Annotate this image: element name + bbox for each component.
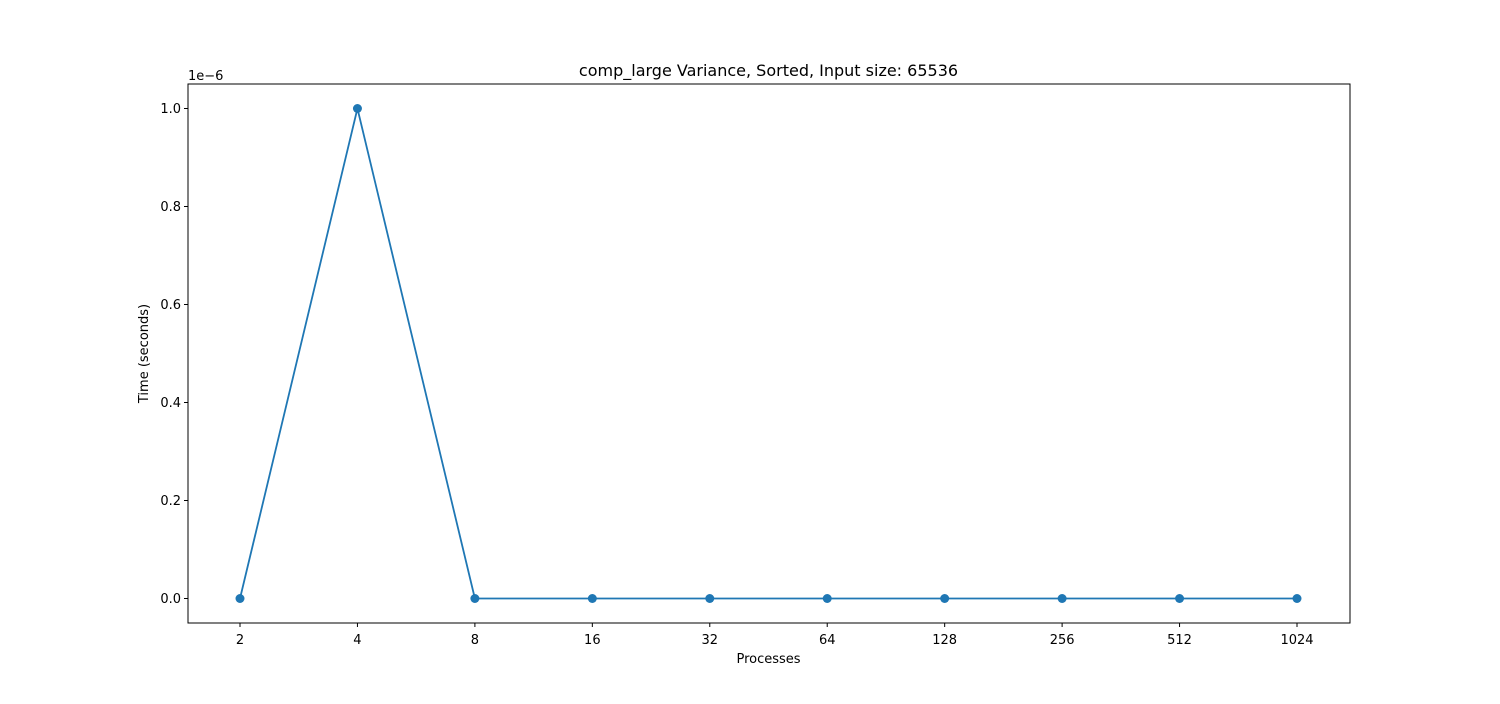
y-axis-ticks: 0.0 0.2 0.4 0.6 0.8 1.0 bbox=[160, 102, 188, 607]
data-point bbox=[1057, 594, 1067, 603]
y-tick-label: 0.6 bbox=[160, 298, 181, 313]
data-point bbox=[1292, 594, 1302, 603]
x-tick-label: 8 bbox=[471, 633, 479, 648]
x-tick-label: 128 bbox=[932, 633, 957, 648]
data-point bbox=[940, 594, 950, 603]
plot-frame bbox=[187, 83, 1351, 624]
data-point bbox=[1175, 594, 1185, 603]
series-line bbox=[239, 107, 1297, 600]
data-point bbox=[822, 594, 832, 603]
x-tick-label: 16 bbox=[584, 633, 601, 648]
x-tick-label: 64 bbox=[819, 633, 836, 648]
chart-title: comp_large Variance, Sorted, Input size:… bbox=[579, 61, 958, 81]
x-tick-label: 256 bbox=[1050, 633, 1075, 648]
y-axis-label: Time (seconds) bbox=[137, 304, 152, 404]
y-offset-label: 1e−6 bbox=[188, 69, 223, 84]
y-tick-label: 0.0 bbox=[160, 592, 181, 607]
y-tick-label: 0.8 bbox=[160, 200, 181, 215]
x-tick-label: 2 bbox=[236, 633, 244, 648]
x-tick-label: 32 bbox=[702, 633, 719, 648]
data-point bbox=[587, 594, 597, 603]
x-tick-label: 512 bbox=[1167, 633, 1192, 648]
data-point bbox=[352, 104, 362, 113]
y-tick-label: 0.4 bbox=[160, 396, 181, 411]
data-point bbox=[470, 594, 480, 603]
x-tick-label: 1024 bbox=[1280, 633, 1313, 648]
data-point bbox=[235, 594, 245, 603]
x-axis-label: Processes bbox=[736, 652, 800, 667]
x-axis-ticks: 2 4 8 16 32 64 128 256 512 1024 bbox=[236, 623, 1314, 648]
y-tick-label: 1.0 bbox=[160, 102, 181, 117]
series-layer bbox=[235, 104, 1302, 603]
x-tick-label: 4 bbox=[353, 633, 361, 648]
y-tick-label: 0.2 bbox=[160, 494, 181, 509]
data-point bbox=[705, 594, 715, 603]
